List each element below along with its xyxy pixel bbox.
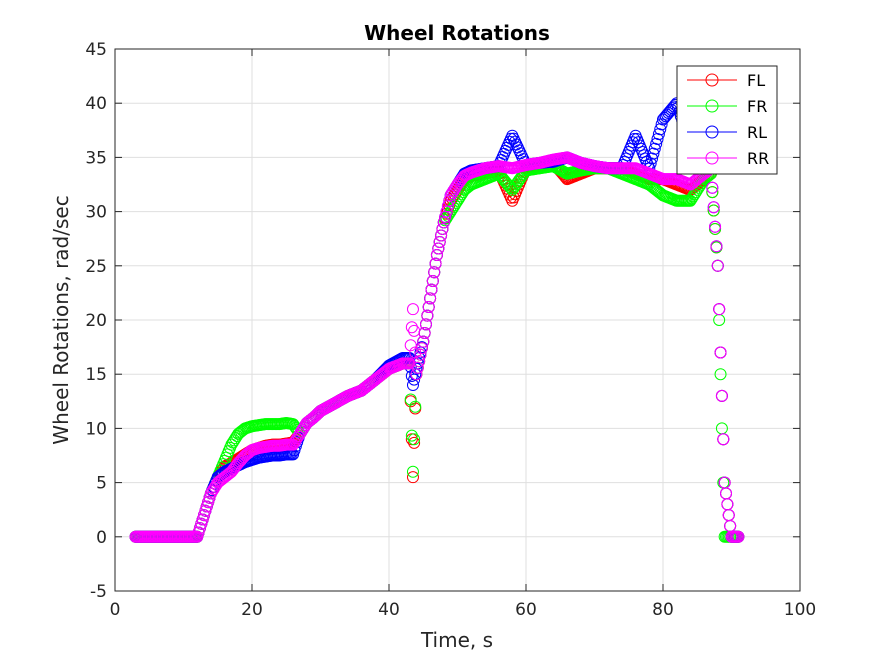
data-point [414, 348, 427, 361]
x-axis-label: Time, s [420, 628, 493, 652]
legend-marker-rl [705, 125, 719, 139]
legend-label-rl: RL [747, 123, 767, 142]
y-tick-label: 45 [85, 40, 107, 60]
data-point [707, 201, 720, 214]
y-axis-label: Wheel Rotations, rad/sec [49, 195, 73, 444]
y-tick-label: 15 [85, 365, 107, 385]
legend-label-fr: FR [747, 97, 767, 116]
data-point [710, 240, 723, 253]
data-point [713, 303, 726, 316]
data-point [711, 259, 724, 272]
data-point [425, 283, 438, 296]
data-point [405, 429, 418, 442]
data-point [421, 309, 434, 322]
data-point [435, 229, 448, 242]
data-point [410, 368, 423, 381]
data-point [404, 339, 417, 352]
legend-box [676, 65, 778, 175]
data-point [430, 248, 443, 261]
legend-marker-fr [705, 99, 719, 113]
data-point [409, 400, 422, 413]
data-point [440, 205, 453, 218]
data-point [433, 235, 446, 248]
data-point [432, 242, 445, 255]
y-tick-label: -5 [90, 582, 107, 602]
y-tick-label: 10 [85, 419, 107, 439]
series-layer [129, 97, 745, 543]
data-point [706, 181, 719, 194]
data-point [437, 216, 450, 229]
data-point [436, 222, 449, 235]
data-point [732, 530, 745, 543]
x-tick-label: 60 [515, 600, 537, 620]
series-rr [129, 151, 745, 543]
data-point [706, 186, 719, 199]
data-point [417, 335, 430, 348]
data-point [419, 318, 432, 331]
y-tick-label: 40 [85, 94, 107, 114]
data-point [405, 321, 418, 334]
y-tick-label: 5 [96, 474, 107, 494]
data-point [714, 346, 727, 359]
data-point [408, 436, 421, 449]
data-point [422, 300, 435, 313]
legend: FL FR RL RR [676, 65, 778, 175]
data-point [424, 292, 437, 305]
data-point [707, 204, 720, 217]
x-tick-label: 20 [241, 600, 263, 620]
data-point [714, 368, 727, 381]
legend-label-fl: FL [747, 71, 765, 90]
legend-label-rr: RR [747, 149, 769, 168]
data-point [408, 433, 421, 446]
legend-marker-fl [705, 73, 719, 87]
data-point [406, 303, 419, 316]
data-point [709, 220, 722, 233]
data-point [428, 266, 441, 279]
x-tick-label: 100 [784, 600, 816, 620]
y-tick-label: 0 [96, 528, 107, 548]
y-tick-label: 20 [85, 311, 107, 331]
x-tick-label: 40 [378, 600, 400, 620]
data-point [441, 200, 454, 213]
data-point [411, 361, 424, 374]
data-point [415, 342, 428, 355]
y-tick-label: 30 [85, 203, 107, 223]
data-point [655, 118, 668, 131]
data-point [406, 471, 419, 484]
y-tick-label: 35 [85, 148, 107, 168]
x-tick-label: 80 [652, 600, 674, 620]
y-tick-label: 25 [85, 257, 107, 277]
data-point [426, 274, 439, 287]
data-point [418, 327, 431, 340]
x-tick-label: 0 [110, 600, 121, 620]
data-point [715, 389, 728, 402]
chart-title: Wheel Rotations [364, 21, 550, 45]
data-point [404, 393, 417, 406]
legend-marker-rr [705, 151, 719, 165]
data-point [429, 257, 442, 270]
data-point [413, 355, 426, 368]
data-point [406, 465, 419, 478]
data-point [717, 433, 730, 446]
data-point [439, 211, 452, 224]
